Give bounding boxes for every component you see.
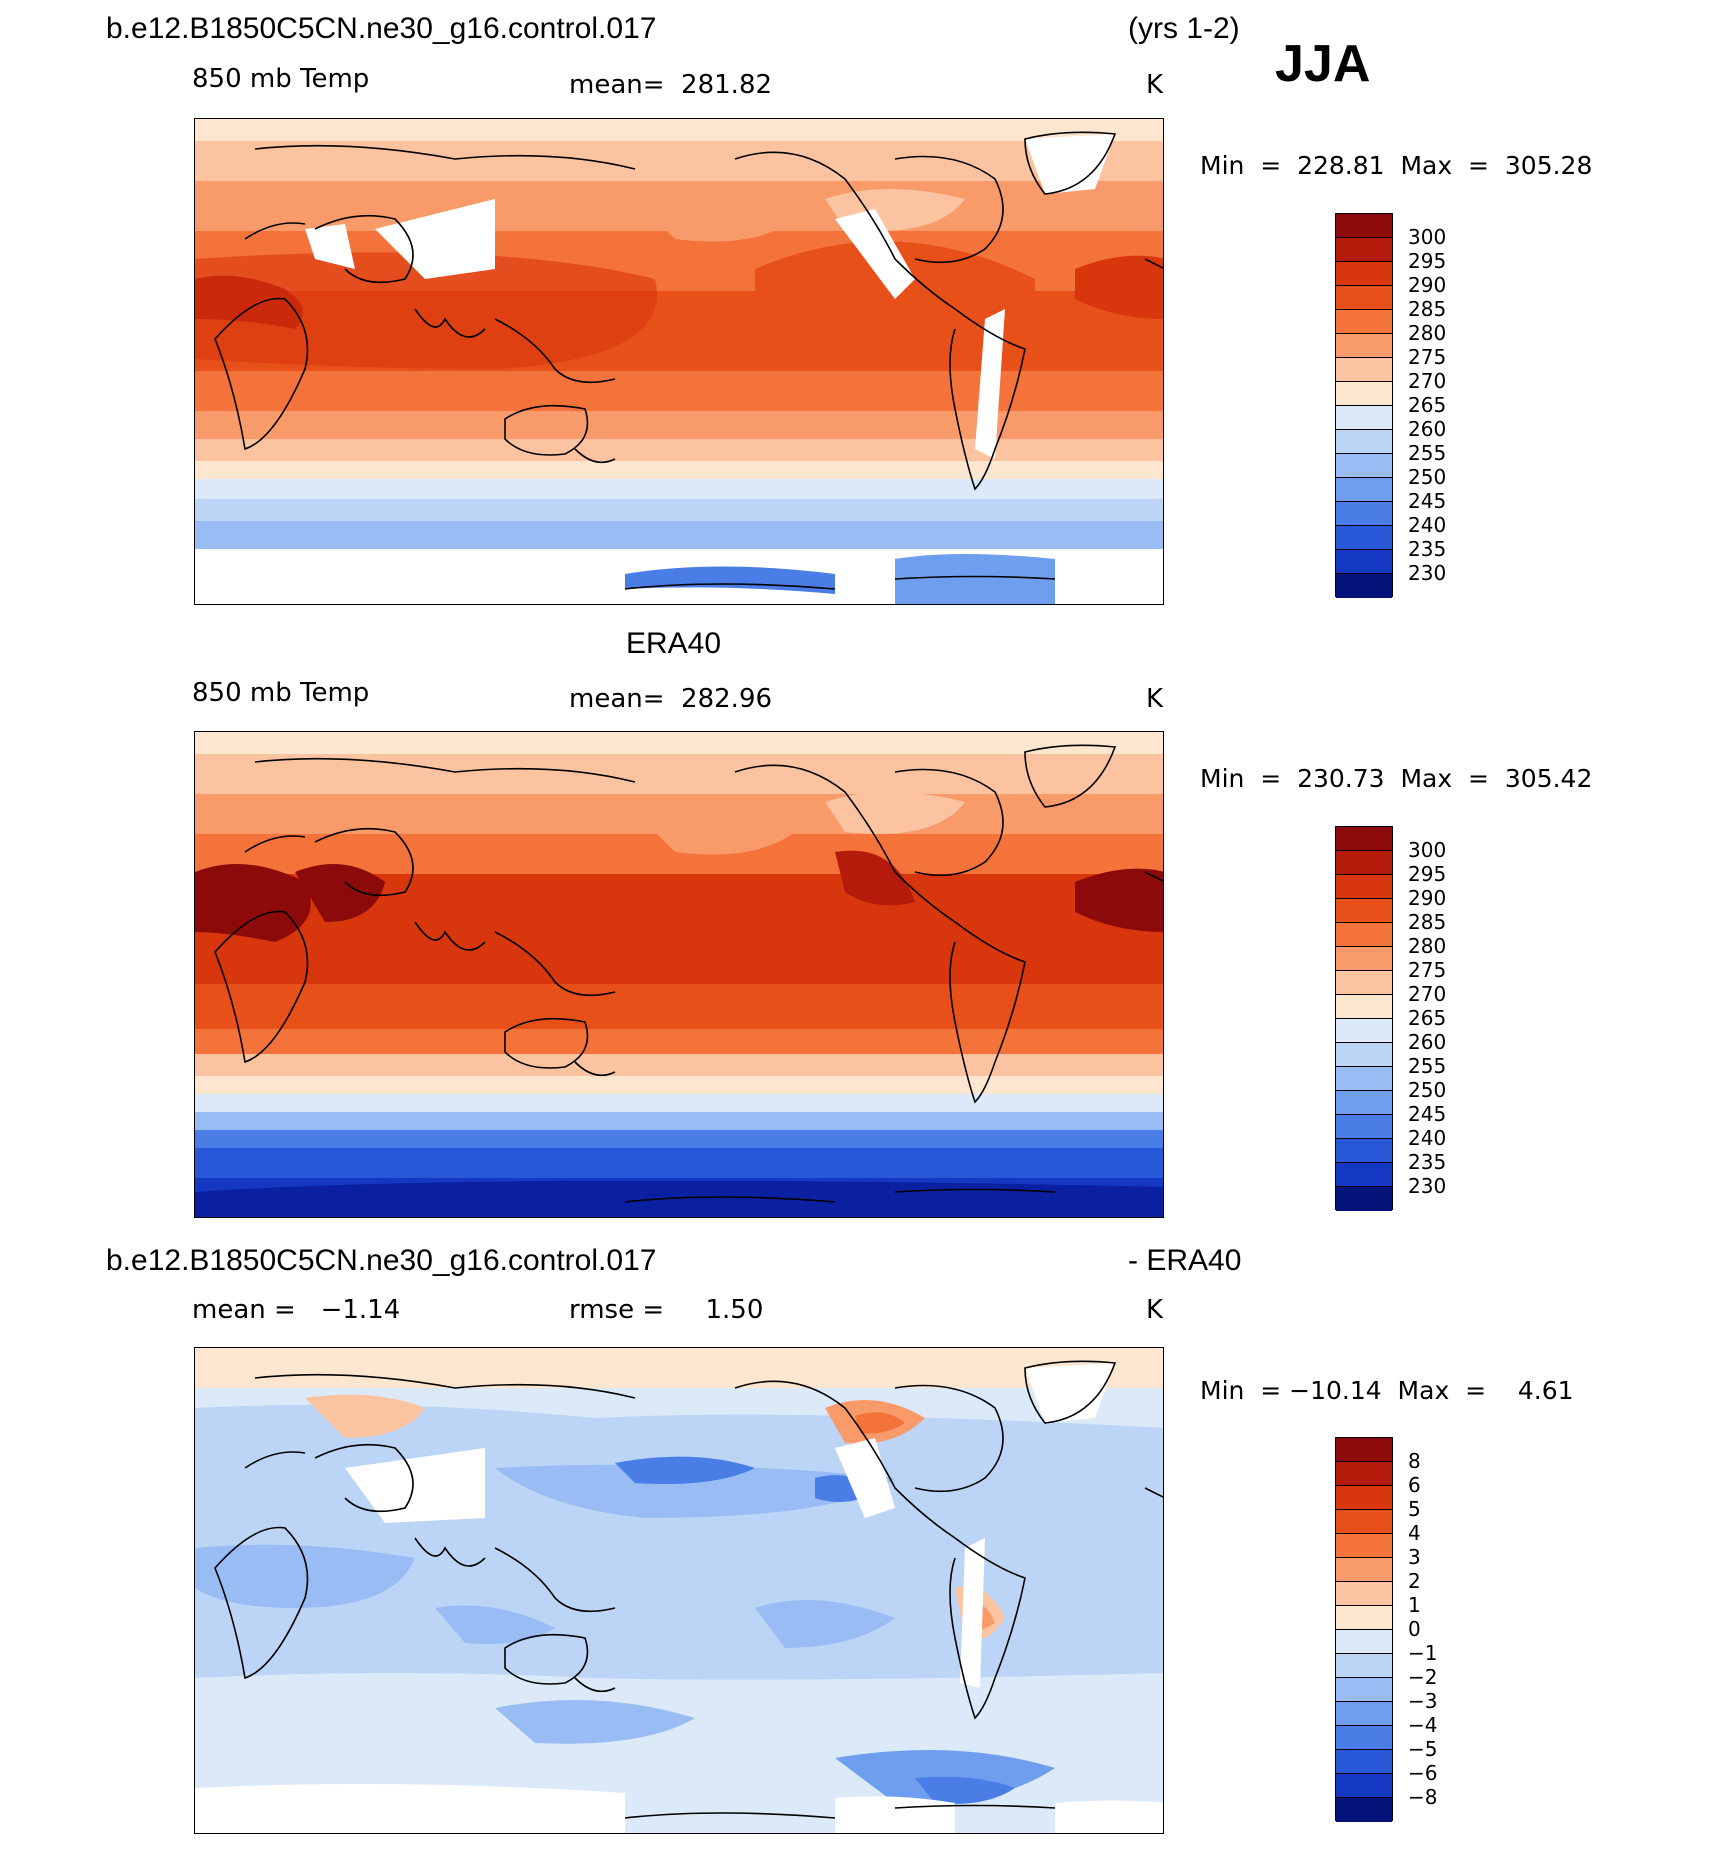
panel3-colorbar-labels: 8 6 5 4 3 2 1 0 −1 −2 −3 −4 −5 −6 −8 [1408, 1449, 1437, 1809]
cbar-label: 275 [1408, 958, 1447, 982]
cbar-label: 0 [1408, 1617, 1421, 1641]
cbar-label: 240 [1408, 513, 1447, 537]
panel2-colorbar [1335, 826, 1393, 1211]
cbar-label: 245 [1408, 1102, 1447, 1126]
panel3-minmax: Min = −10.14 Max = 4.61 [1200, 1376, 1574, 1405]
cbar-label: 250 [1408, 1078, 1447, 1102]
panel1-minmax: Min = 228.81 Max = 305.28 [1200, 151, 1593, 180]
cbar-label: 235 [1408, 1150, 1447, 1174]
cbar-label: −6 [1408, 1761, 1438, 1785]
cbar-label: 290 [1408, 886, 1447, 910]
cbar-label: 255 [1408, 441, 1447, 465]
cbar-label: 265 [1408, 1006, 1447, 1030]
cbar-label: 265 [1408, 393, 1447, 417]
cbar-label: 280 [1408, 321, 1447, 345]
panel3-map-svg [195, 1348, 1163, 1833]
cbar-label: −1 [1408, 1641, 1438, 1665]
panel2-variable: 850 mb Temp [192, 678, 370, 708]
panel1-units: K [1146, 70, 1164, 100]
cbar-label: 235 [1408, 537, 1447, 561]
cbar-label: 4 [1408, 1521, 1421, 1545]
cbar-label: 290 [1408, 273, 1447, 297]
cbar-label: −3 [1408, 1689, 1438, 1713]
cbar-label: 255 [1408, 1054, 1447, 1078]
cbar-label: 285 [1408, 910, 1447, 934]
cbar-label: 8 [1408, 1449, 1421, 1473]
cbar-label: 1 [1408, 1593, 1421, 1617]
cbar-label: 295 [1408, 862, 1447, 886]
cbar-label: 270 [1408, 369, 1447, 393]
cbar-label: 240 [1408, 1126, 1447, 1150]
panel2-title: ERA40 [626, 627, 722, 660]
panel2-colorbar-labels: 300 295 290 285 280 275 270 265 260 255 … [1408, 838, 1446, 1198]
panel2-minmax: Min = 230.73 Max = 305.42 [1200, 764, 1593, 793]
panel2-map-svg [195, 732, 1163, 1217]
cbar-label: 230 [1408, 1174, 1447, 1198]
season-label: JJA [1275, 35, 1371, 93]
panel2-map [194, 731, 1164, 1218]
cbar-label: 295 [1408, 249, 1447, 273]
cbar-label: 260 [1408, 1030, 1447, 1054]
cbar-label: 270 [1408, 982, 1447, 1006]
cbar-label: 275 [1408, 345, 1447, 369]
panel3-colorbar [1335, 1437, 1393, 1822]
panel2-units: K [1146, 684, 1164, 714]
panel3-title-right: - ERA40 [1128, 1244, 1242, 1277]
panel3-title-left: b.e12.B1850C5CN.ne30_g16.control.017 [106, 1244, 657, 1277]
cbar-label: 280 [1408, 934, 1447, 958]
cbar-label: 300 [1408, 838, 1447, 862]
cbar-label: 3 [1408, 1545, 1421, 1569]
panel3-mean: mean = −1.14 [192, 1295, 401, 1325]
panel1-map-svg [195, 119, 1163, 604]
panel3-units: K [1146, 1295, 1164, 1325]
panel1-colorbar-labels: 300 295 290 285 280 275 270 265 260 255 … [1408, 225, 1446, 585]
cbar-label: −8 [1408, 1785, 1438, 1809]
cbar-label: 5 [1408, 1497, 1421, 1521]
cbar-label: −5 [1408, 1737, 1438, 1761]
cbar-label: 230 [1408, 561, 1447, 585]
cbar-label: 260 [1408, 417, 1447, 441]
years-label: (yrs 1-2) [1128, 12, 1240, 45]
panel2-mean: mean= 282.96 [569, 684, 773, 714]
cbar-label: 6 [1408, 1473, 1421, 1497]
panel1-map [194, 118, 1164, 605]
panel1-mean: mean= 281.82 [569, 70, 773, 100]
case-name-title: b.e12.B1850C5CN.ne30_g16.control.017 [106, 12, 657, 45]
cbar-label: 245 [1408, 489, 1447, 513]
panel1-variable: 850 mb Temp [192, 64, 370, 94]
panel3-map [194, 1347, 1164, 1834]
cbar-label: −4 [1408, 1713, 1438, 1737]
cbar-label: 250 [1408, 465, 1447, 489]
cbar-label: 2 [1408, 1569, 1421, 1593]
cbar-label: 285 [1408, 297, 1447, 321]
cbar-label: 300 [1408, 225, 1447, 249]
cbar-label: −2 [1408, 1665, 1438, 1689]
panel1-colorbar [1335, 213, 1393, 598]
panel3-rmse: rmse = 1.50 [569, 1295, 764, 1325]
